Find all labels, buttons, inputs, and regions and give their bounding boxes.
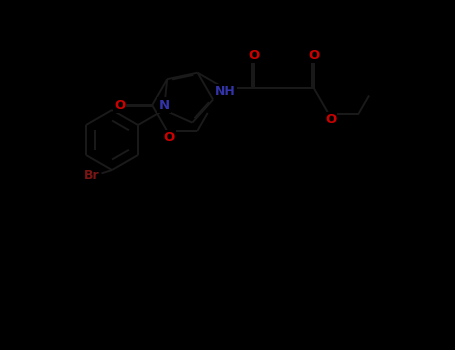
- Text: N: N: [158, 98, 170, 112]
- Text: Br: Br: [84, 169, 99, 182]
- Text: O: O: [248, 49, 259, 62]
- Text: NH: NH: [215, 85, 236, 98]
- Text: O: O: [164, 131, 175, 144]
- Text: O: O: [325, 113, 336, 126]
- Text: O: O: [114, 99, 125, 112]
- Text: O: O: [308, 49, 319, 62]
